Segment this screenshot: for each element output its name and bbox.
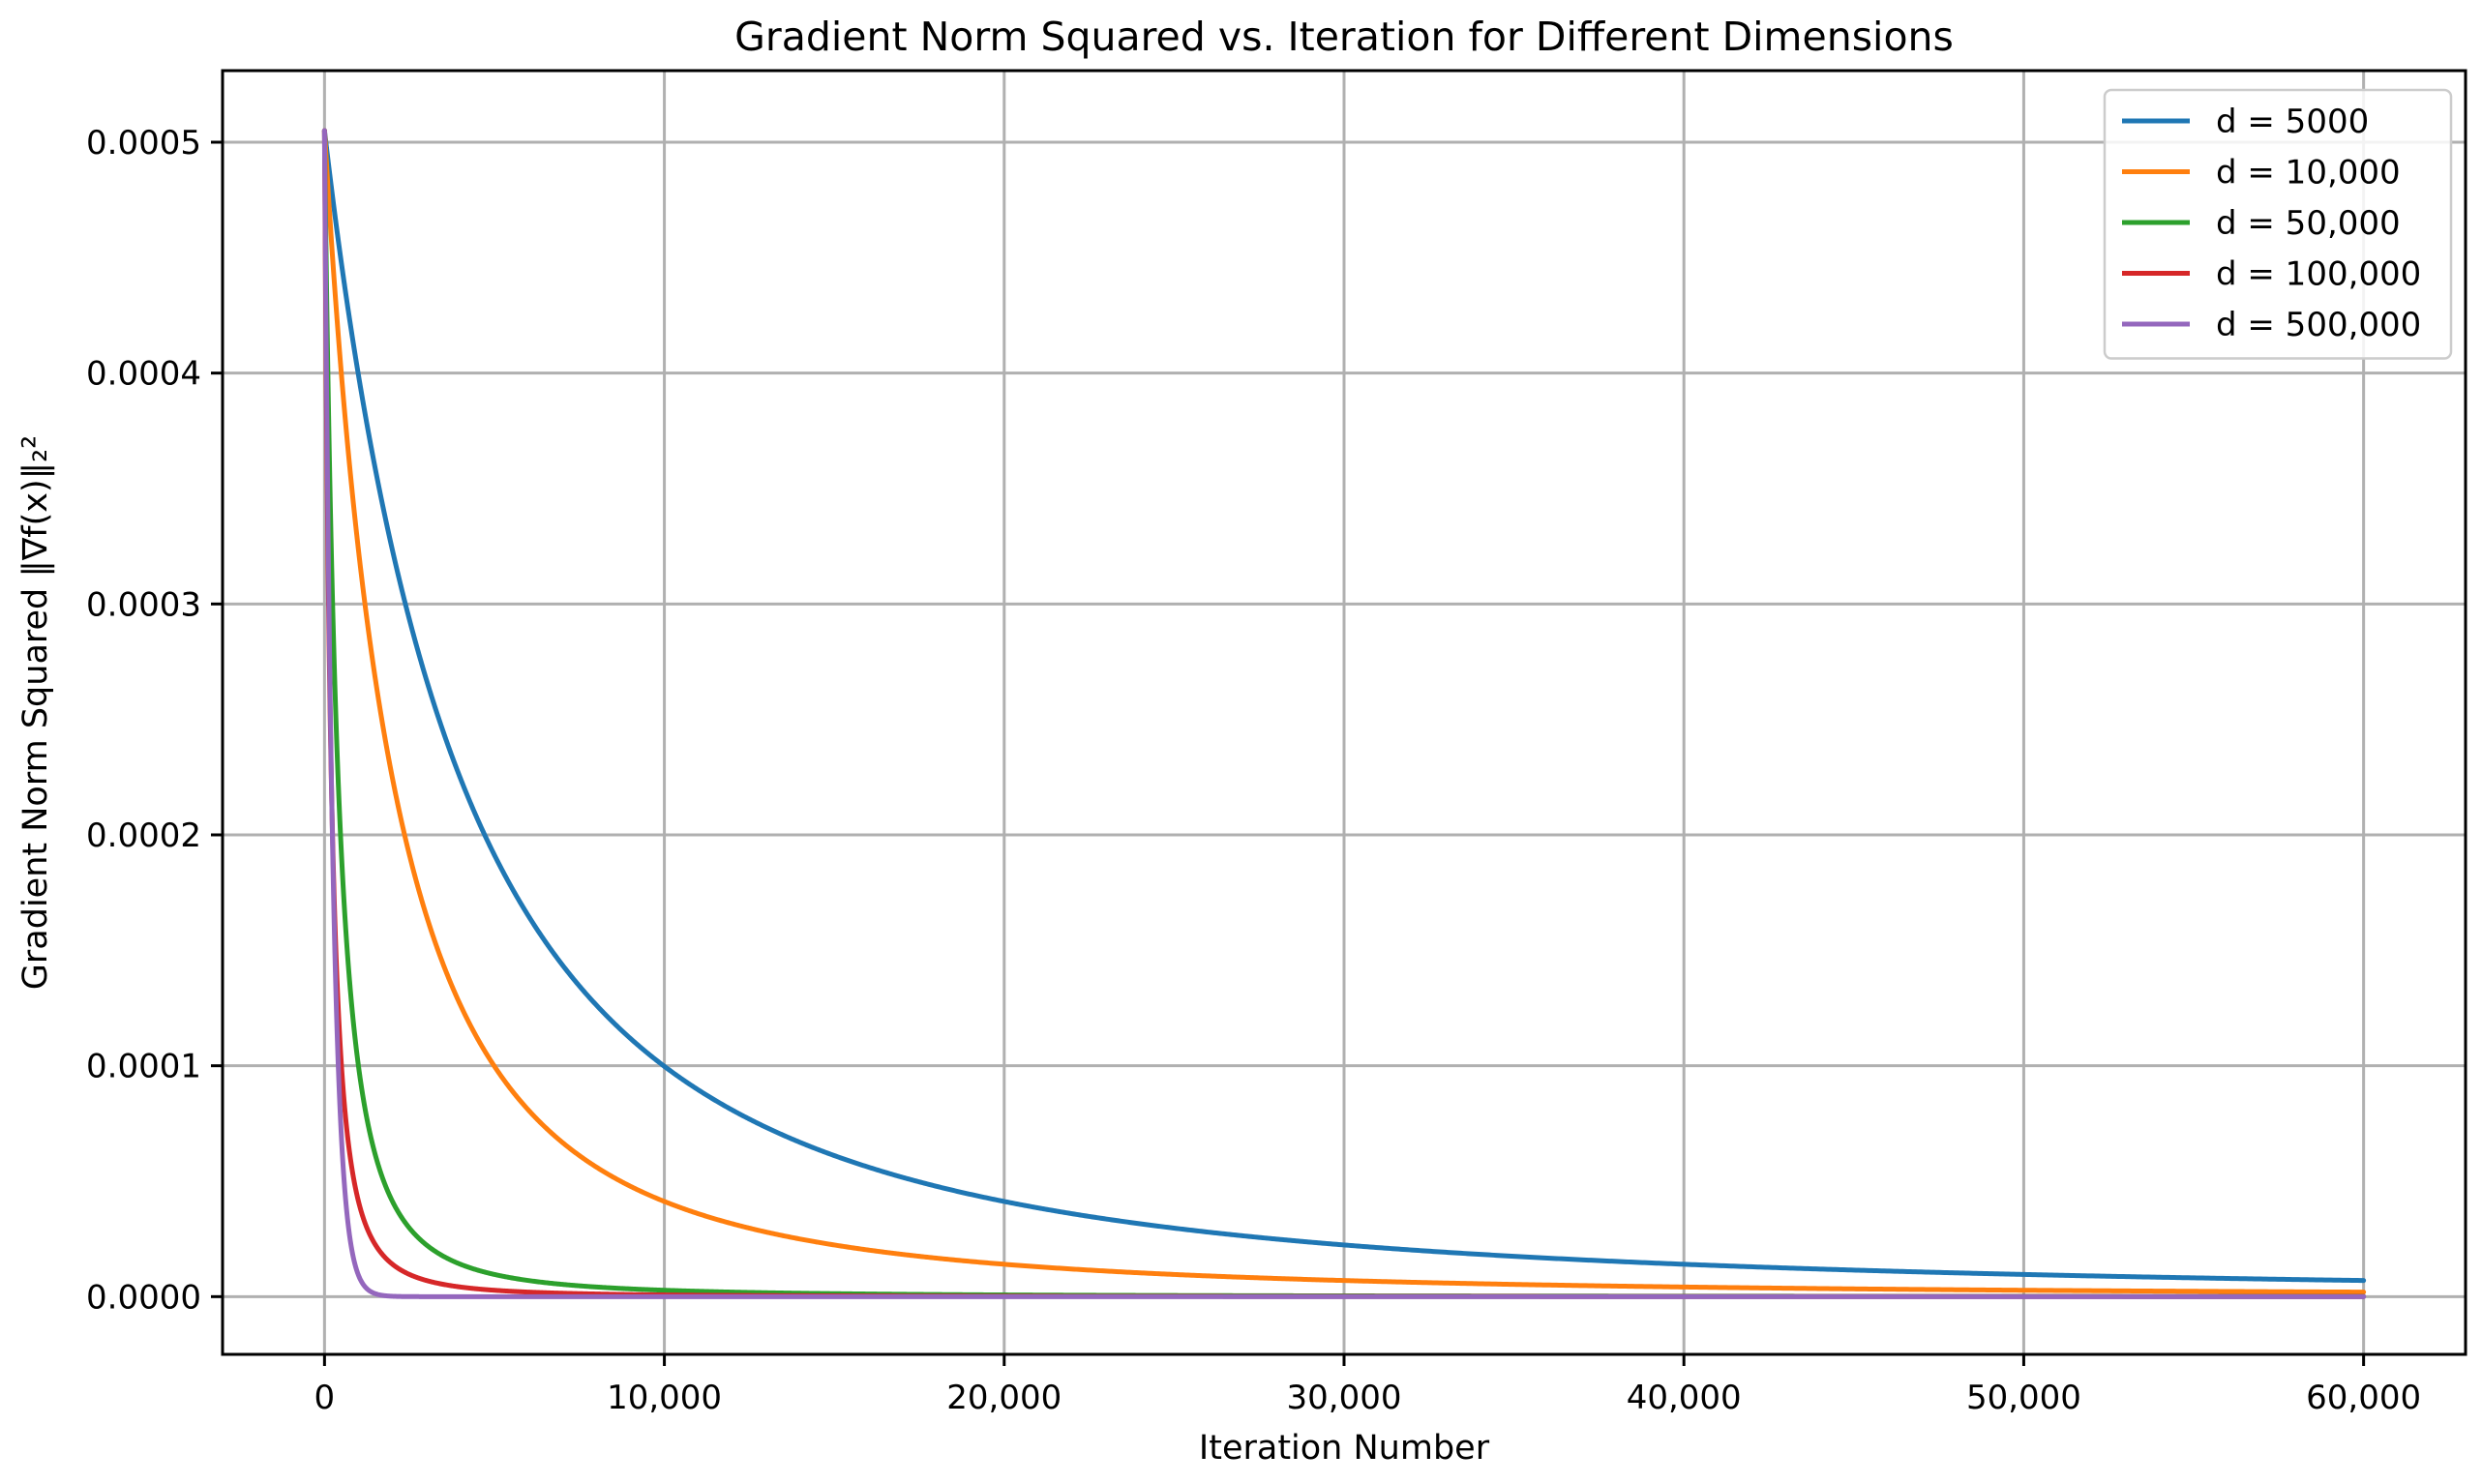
series-line-d-10-000 — [321, 128, 2367, 1295]
legend-label: d = 100,000 — [2216, 255, 2421, 294]
y-tick-label: 0.0002 — [86, 816, 201, 855]
x-tick-label: 60,000 — [2306, 1379, 2421, 1417]
legend-box — [2103, 88, 2453, 360]
x-tick-label: 0 — [314, 1379, 336, 1417]
y-tick-label: 0.0004 — [86, 355, 201, 394]
x-tick-label: 40,000 — [1627, 1379, 1742, 1417]
series-line-d-5000 — [321, 128, 2367, 1284]
legend-label: d = 50,000 — [2216, 204, 2401, 243]
series-line-d-500-000 — [321, 128, 2367, 1299]
x-axis-label: Iteration Number — [1199, 1429, 1490, 1468]
legend-label: d = 10,000 — [2216, 154, 2401, 193]
y-tick-label: 0.0003 — [86, 585, 201, 624]
y-axis-label: Gradient Norm Squared ‖∇f(x)‖₂² — [16, 435, 55, 990]
y-tick-label: 0.0005 — [86, 124, 201, 163]
x-tick-label: 30,000 — [1287, 1379, 1402, 1417]
x-tick-label: 10,000 — [607, 1379, 722, 1417]
y-tick-label: 0.0000 — [86, 1278, 201, 1317]
x-tick-label: 50,000 — [1966, 1379, 2081, 1417]
legend-label: d = 500,000 — [2216, 306, 2421, 344]
legend: d = 5000 d = 10,000 d = 50,000 d = 100,000 d… — [2103, 88, 2453, 360]
x-axis-ticks: 0 10,000 20,000 30,000 40,000 50,000 60,000 — [314, 1354, 2421, 1417]
legend-label: d = 5000 — [2216, 103, 2369, 141]
x-tick-label: 20,000 — [946, 1379, 1062, 1417]
chart-title: Gradient Norm Squared vs. Iteration for … — [734, 14, 1954, 60]
y-axis-ticks: 0.0000 0.0001 0.0002 0.0003 0.0004 0.0005 — [86, 124, 223, 1317]
y-tick-label: 0.0001 — [86, 1048, 201, 1086]
series-lines — [321, 128, 2367, 1299]
